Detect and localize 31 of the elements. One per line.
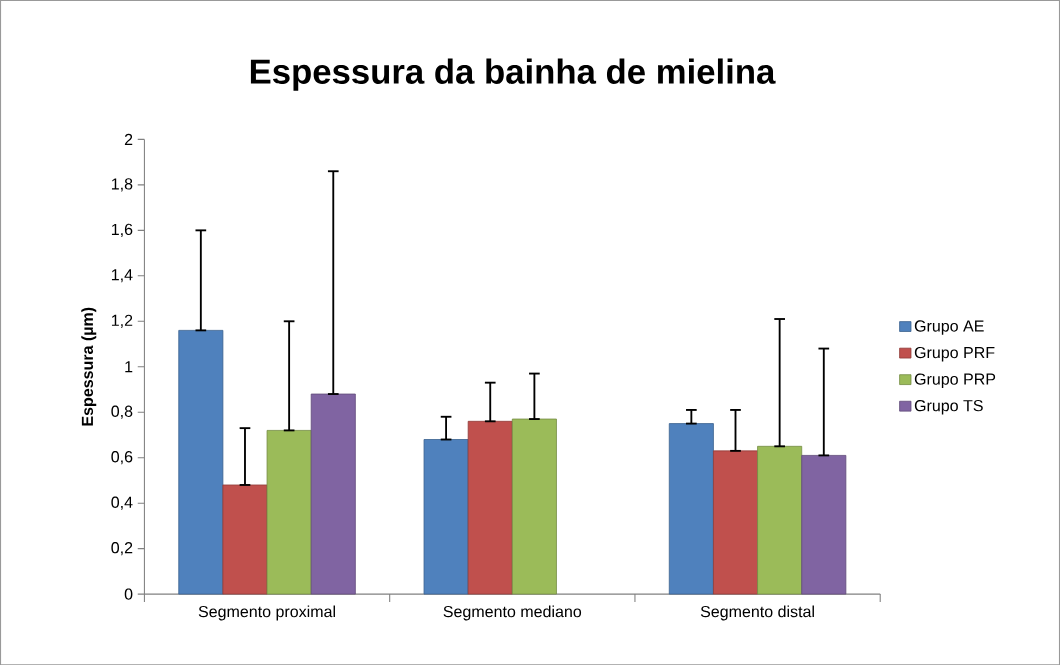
x-tick-label: Segmento proximal (198, 605, 335, 621)
y-tick-label: 0,8 (111, 405, 133, 419)
bar (222, 484, 268, 595)
x-tick-label: Segmento distal (700, 605, 814, 621)
bar (668, 422, 714, 595)
legend-label: Grupo AE (914, 320, 984, 335)
x-tick-label: Segmento mediano (443, 605, 582, 621)
y-tick-label: 1,2 (111, 314, 133, 328)
y-tick-label: 1 (125, 361, 133, 373)
y-tick-label: 0,4 (111, 496, 133, 510)
y-tick-label: 0,6 (111, 450, 133, 465)
bar (178, 329, 224, 595)
bar (310, 393, 356, 595)
y-tick-label: 0 (124, 588, 133, 600)
bar (757, 445, 803, 595)
y-tick-label: 1,4 (111, 269, 133, 283)
bar (266, 429, 312, 595)
legend-label: Grupo PRP (914, 373, 996, 388)
bar (423, 438, 469, 595)
bar (467, 420, 513, 595)
legend-label: Grupo PRF (914, 346, 995, 362)
y-tick-label: 1,8 (111, 178, 133, 192)
y-axis-title: Espessura (µm) (81, 307, 97, 426)
y-tick-label: 1,6 (111, 223, 133, 237)
bar (511, 418, 557, 595)
legend-label: Grupo TS (914, 399, 983, 415)
y-tick-label: 0,2 (111, 541, 133, 556)
chart-title: Espessura da bainha de mielina (250, 58, 776, 91)
y-tick-label: 2 (124, 133, 133, 145)
bar (713, 450, 758, 595)
bar (801, 454, 847, 595)
